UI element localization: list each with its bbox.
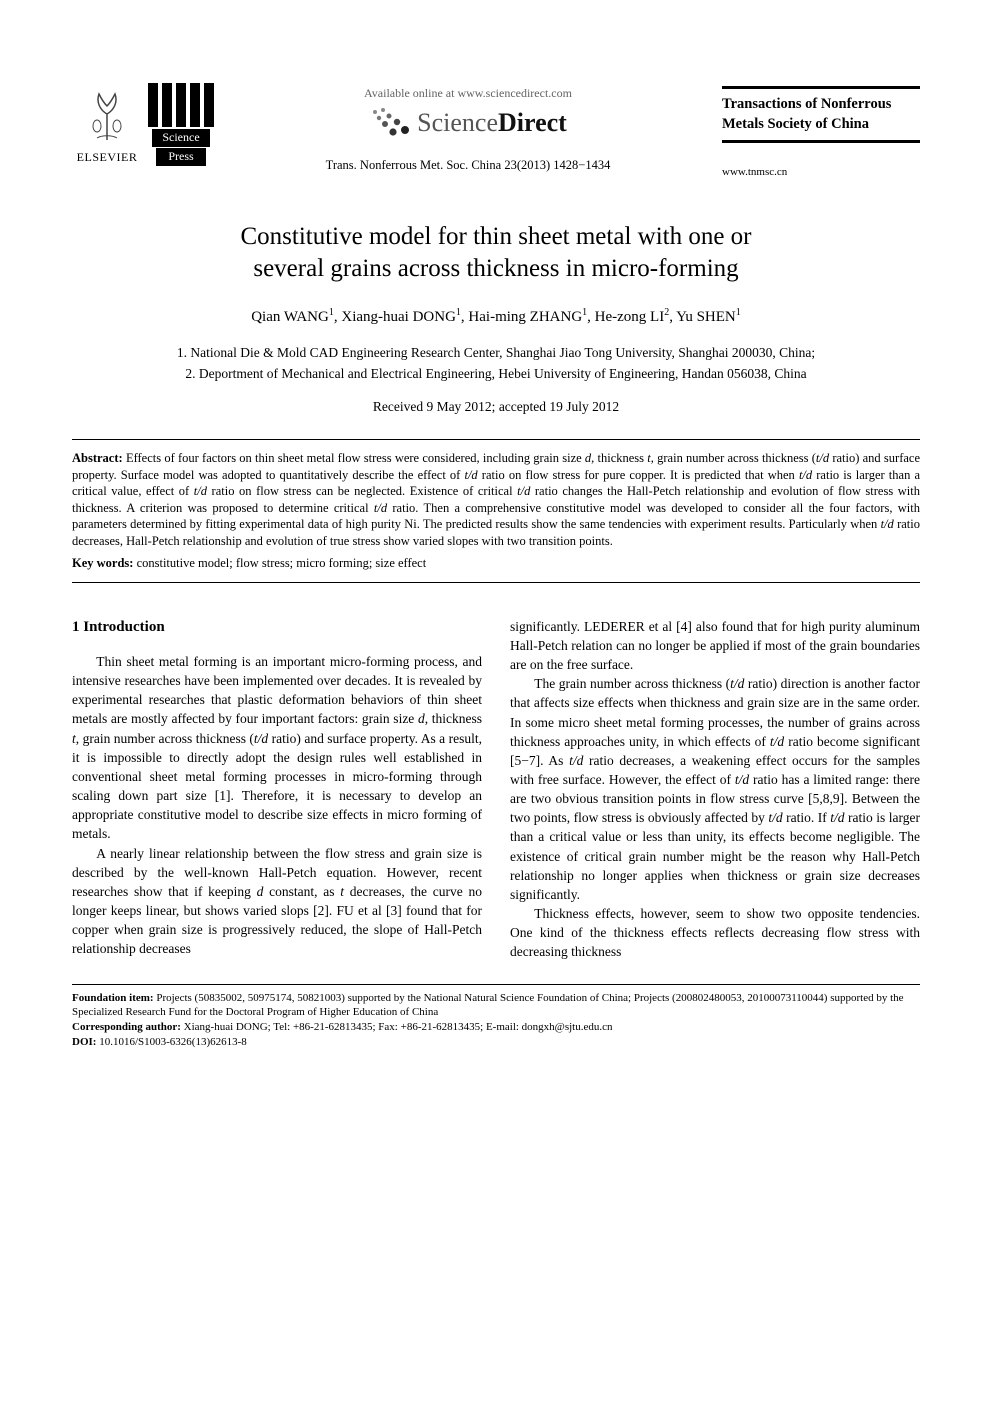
- foundation-item: Foundation item: Projects (50835002, 509…: [72, 991, 920, 1021]
- doi-label: DOI:: [72, 1036, 96, 1048]
- footer-block: Foundation item: Projects (50835002, 509…: [72, 984, 920, 1050]
- corresponding-author: Corresponding author: Xiang-huai DONG; T…: [72, 1020, 920, 1035]
- sciencedirect-logo: ScienceDirect: [369, 106, 567, 140]
- keywords-text: constitutive model; flow stress; micro f…: [137, 556, 427, 570]
- section-1-heading: 1 Introduction: [72, 617, 482, 638]
- paper-title: Constitutive model for thin sheet metal …: [72, 221, 920, 284]
- title-block: Constitutive model for thin sheet metal …: [72, 221, 920, 284]
- elsevier-tree-icon: [72, 80, 142, 150]
- paper-title-line2: several grains across thickness in micro…: [253, 255, 738, 282]
- abstract-block: Abstract: Effects of four factors on thi…: [72, 429, 920, 592]
- left-paragraph-1: Thin sheet metal forming is an important…: [72, 652, 482, 844]
- authors-line: Qian WANG1, Xiang-huai DONG1, Hai-ming Z…: [72, 306, 920, 328]
- abstract-text: Abstract: Effects of four factors on thi…: [72, 450, 920, 549]
- abstract-body: Effects of four factors on thin sheet me…: [72, 451, 920, 548]
- corresponding-label: Corresponding author:: [72, 1021, 181, 1033]
- abstract-rule-bottom: [72, 582, 920, 583]
- keywords-label: Key words:: [72, 556, 133, 570]
- sciencedirect-wordmark-prefix: Science: [417, 108, 498, 137]
- publisher-logos: ELSEVIER Science Press: [72, 80, 214, 166]
- corresponding-text: Xiang-huai DONG; Tel: +86-21-62813435; F…: [184, 1021, 613, 1033]
- left-column: 1 Introduction Thin sheet metal forming …: [72, 617, 482, 962]
- left-paragraph-2: A nearly linear relationship between the…: [72, 844, 482, 959]
- sciencedirect-wordmark-bold: Direct: [498, 108, 567, 137]
- header-row: ELSEVIER Science Press Available online …: [72, 80, 920, 193]
- affiliations: 1. National Die & Mold CAD Engineering R…: [72, 343, 920, 384]
- foundation-text: Projects (50835002, 50975174, 50821003) …: [72, 992, 904, 1019]
- affiliation-2: 2. Deportment of Mechanical and Electric…: [72, 364, 920, 384]
- sciencedirect-wordmark: ScienceDirect: [417, 106, 567, 140]
- science-press-bars-icon: [148, 83, 214, 127]
- journal-rule-top: [722, 86, 920, 89]
- elsevier-logo: ELSEVIER: [72, 80, 142, 166]
- doi-line: DOI: 10.1016/S1003-6326(13)62613-8: [72, 1035, 920, 1050]
- science-press-logo: Science Press: [148, 83, 214, 165]
- sciencedirect-dots-icon: [369, 106, 409, 138]
- received-accepted-dates: Received 9 May 2012; accepted 19 July 20…: [72, 398, 920, 416]
- right-paragraph-2: The grain number across thickness (t/d r…: [510, 674, 920, 904]
- journal-rule-bottom: [722, 140, 920, 143]
- abstract-label: Abstract:: [72, 451, 123, 465]
- header-center: Available online at www.sciencedirect.co…: [226, 80, 710, 174]
- foundation-label: Foundation item:: [72, 992, 154, 1004]
- keywords-line: Key words: constitutive model; flow stre…: [72, 555, 920, 571]
- body-columns: 1 Introduction Thin sheet metal forming …: [72, 617, 920, 962]
- page: ELSEVIER Science Press Available online …: [0, 0, 992, 1090]
- journal-title-block: Transactions of Nonferrous Metals Societ…: [722, 80, 920, 179]
- available-online-text: Available online at www.sciencedirect.co…: [364, 86, 572, 102]
- journal-title: Transactions of Nonferrous Metals Societ…: [722, 95, 920, 134]
- affiliation-1: 1. National Die & Mold CAD Engineering R…: [72, 343, 920, 363]
- right-column: significantly. LEDERER et al [4] also fo…: [510, 617, 920, 962]
- science-press-press-label: Press: [156, 148, 205, 166]
- elsevier-label: ELSEVIER: [77, 150, 138, 166]
- right-paragraph-3: Thickness effects, however, seem to show…: [510, 904, 920, 961]
- paper-title-line1: Constitutive model for thin sheet metal …: [240, 223, 751, 250]
- right-paragraph-1: significantly. LEDERER et al [4] also fo…: [510, 617, 920, 674]
- citation-line: Trans. Nonferrous Met. Soc. China 23(201…: [326, 157, 611, 173]
- doi-text: 10.1016/S1003-6326(13)62613-8: [99, 1036, 247, 1048]
- science-press-science-label: Science: [152, 129, 209, 147]
- journal-url: www.tnmsc.cn: [722, 165, 920, 179]
